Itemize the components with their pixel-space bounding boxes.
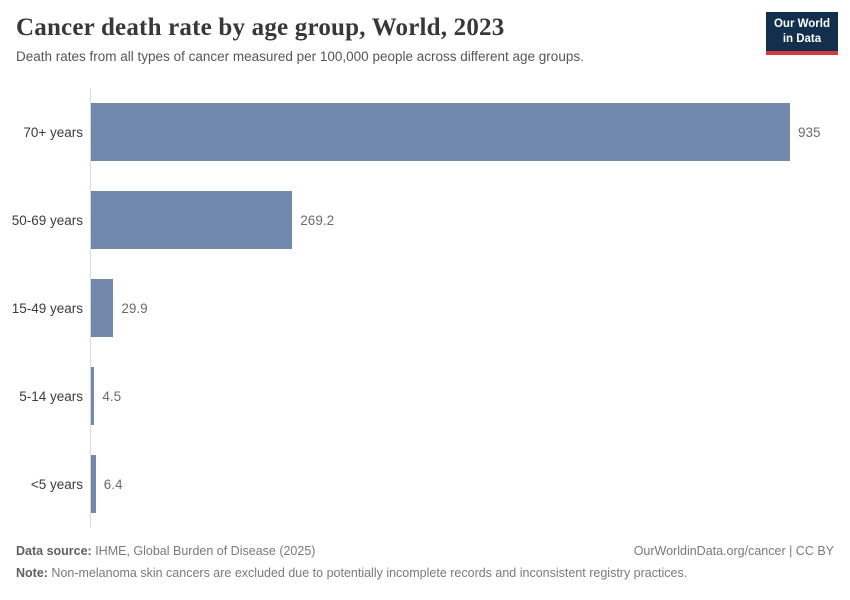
value-label: 269.2	[300, 212, 335, 228]
category-label: 15-49 years	[11, 300, 83, 316]
value-label: 6.4	[103, 476, 123, 492]
note-label: Note:	[16, 566, 48, 580]
chart-footer: Data source: IHME, Global Burden of Dise…	[0, 528, 850, 580]
bar-track: 269.2	[90, 176, 850, 264]
chart-subtitle: Death rates from all types of cancer mea…	[16, 49, 584, 64]
bar[interactable]	[91, 279, 114, 337]
data-source-label: Data source:	[16, 544, 92, 558]
category-label: 50-69 years	[11, 212, 83, 228]
page-title: Cancer death rate by age group, World, 2…	[16, 14, 505, 41]
data-source-text: IHME, Global Burden of Disease (2025)	[91, 544, 316, 558]
bar[interactable]	[91, 191, 293, 249]
bar-row: 70+ years 935	[0, 88, 850, 176]
chart-header: Cancer death rate by age group, World, 2…	[0, 0, 850, 74]
bar[interactable]	[91, 455, 96, 513]
bar-chart: 70+ years 935 50-69 years 269.2 15-49 years 2…	[0, 88, 850, 528]
owid-logo: Our World in Data	[765, 12, 838, 55]
bar[interactable]	[91, 367, 95, 425]
bar-track: 935	[90, 88, 850, 176]
bar-row: <5 years 6.4	[0, 440, 850, 528]
bar-track: 4.5	[90, 352, 850, 440]
bar-row: 50-69 years 269.2	[0, 176, 850, 264]
category-label: 70+ years	[23, 124, 83, 140]
category-label: <5 years	[30, 476, 83, 492]
value-label: 935	[798, 124, 821, 140]
bar-track: 29.9	[90, 264, 850, 352]
chart-note: Note: Non-melanoma skin cancers are excl…	[16, 566, 834, 580]
bar[interactable]	[91, 103, 790, 161]
bar-track: 6.4	[90, 440, 850, 528]
owid-logo-line1: Our World	[773, 18, 830, 30]
attribution-link[interactable]: OurWorldinData.org/cancer | CC BY	[633, 544, 834, 558]
owid-logo-line2: in Data	[782, 32, 822, 45]
bar-row: 5-14 years 4.5	[0, 352, 850, 440]
value-label: 29.9	[121, 300, 148, 316]
category-label: 5-14 years	[19, 388, 83, 404]
bar-row: 15-49 years 29.9	[0, 264, 850, 352]
data-source: Data source: IHME, Global Burden of Dise…	[16, 544, 315, 558]
value-label: 4.5	[102, 388, 122, 404]
note-text: Non-melanoma skin cancers are excluded d…	[47, 566, 688, 580]
